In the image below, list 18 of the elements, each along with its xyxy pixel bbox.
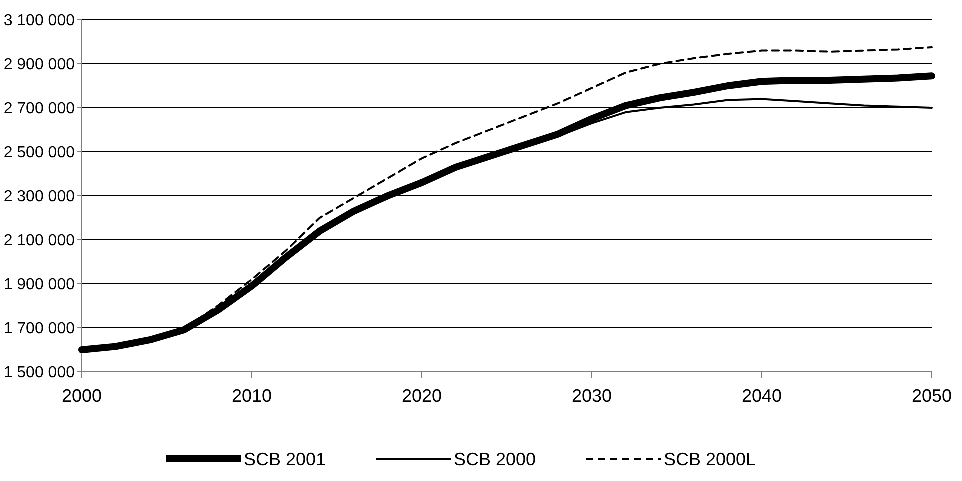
legend-label: SCB 2000: [454, 449, 536, 470]
x-tick-label: 2040: [742, 386, 782, 406]
y-tick-label: 1 700 000: [4, 320, 76, 338]
y-tick-label: 1 900 000: [4, 276, 76, 294]
y-tick-label: 2 700 000: [4, 100, 76, 118]
x-tick-label: 2030: [572, 386, 612, 406]
legend-label: SCB 2001: [244, 449, 326, 470]
y-tick-label: 3 100 000: [4, 12, 76, 30]
y-tick-label: 2 500 000: [4, 144, 76, 162]
y-tick-label: 2 300 000: [4, 188, 76, 206]
x-tick-label: 2050: [912, 386, 952, 406]
x-tick-label: 2020: [402, 386, 442, 406]
y-tick-label: 1 500 000: [4, 364, 76, 382]
y-tick-label: 2 900 000: [4, 56, 76, 74]
x-tick-label: 2010: [232, 386, 272, 406]
legend-label: SCB 2000L: [664, 449, 756, 470]
y-tick-label: 2 100 000: [4, 232, 76, 250]
x-tick-label: 2000: [62, 386, 102, 406]
